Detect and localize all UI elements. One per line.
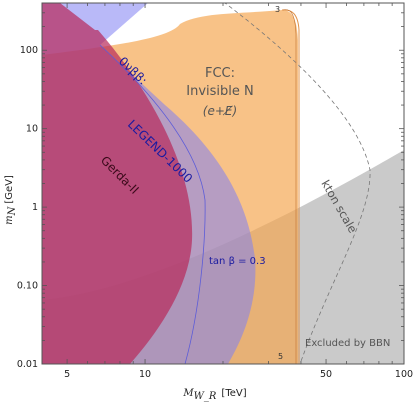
x-axis-label: MW_R [TeV]: [182, 388, 246, 402]
x-axis-label-sub: W_R: [194, 391, 217, 402]
label-tanbeta: tan β = 0.3: [209, 256, 266, 267]
svg-text:MW_R[TeV]: MW_R [TeV]: [182, 388, 246, 402]
contour-kton: [195, 3, 371, 364]
contour-tanbeta: [99, 44, 206, 364]
y-tick-label: 0.01: [17, 359, 38, 370]
y-axis-label-unit: [GeV]: [4, 175, 15, 204]
x-tick-label: 100: [395, 369, 413, 380]
y-axis-label: mN[GeV]: [4, 175, 18, 225]
axis-ticks: 5 10 50 100 0.01 0.10 1 10 100: [17, 2, 413, 380]
svg-text:mN[GeV]: mN[GeV]: [4, 175, 18, 225]
y-tick-label: 0.10: [17, 281, 38, 292]
y-tick-label: 1: [32, 202, 38, 213]
region-gerda: [42, 3, 193, 364]
y-tick-label: 10: [26, 124, 38, 135]
y-axis-label-main: m: [4, 215, 15, 224]
label-contour-3: 3: [275, 5, 280, 14]
label-fcc-line2: Invisible N: [186, 84, 253, 99]
plot-area: FCC: Invisible N (e+E̸) 0νββ: LEGEND-100…: [42, 3, 404, 364]
x-tick-label: 5: [64, 369, 70, 380]
x-tick-label: 10: [139, 369, 151, 380]
x-axis-label-unit: [TeV]: [221, 388, 246, 399]
y-tick-label: 100: [20, 45, 38, 56]
x-tick-label: 50: [320, 369, 332, 380]
x-axis-label-main: M: [182, 388, 194, 399]
y-axis-label-sub: N: [7, 205, 18, 216]
contour-fcc: [282, 9, 297, 364]
label-fcc-line1: FCC:: [205, 66, 235, 81]
label-fcc-line3: (e+E̸): [203, 104, 237, 118]
label-contour-5: 5: [278, 352, 283, 361]
label-bbn: Excluded by BBN: [305, 338, 390, 349]
